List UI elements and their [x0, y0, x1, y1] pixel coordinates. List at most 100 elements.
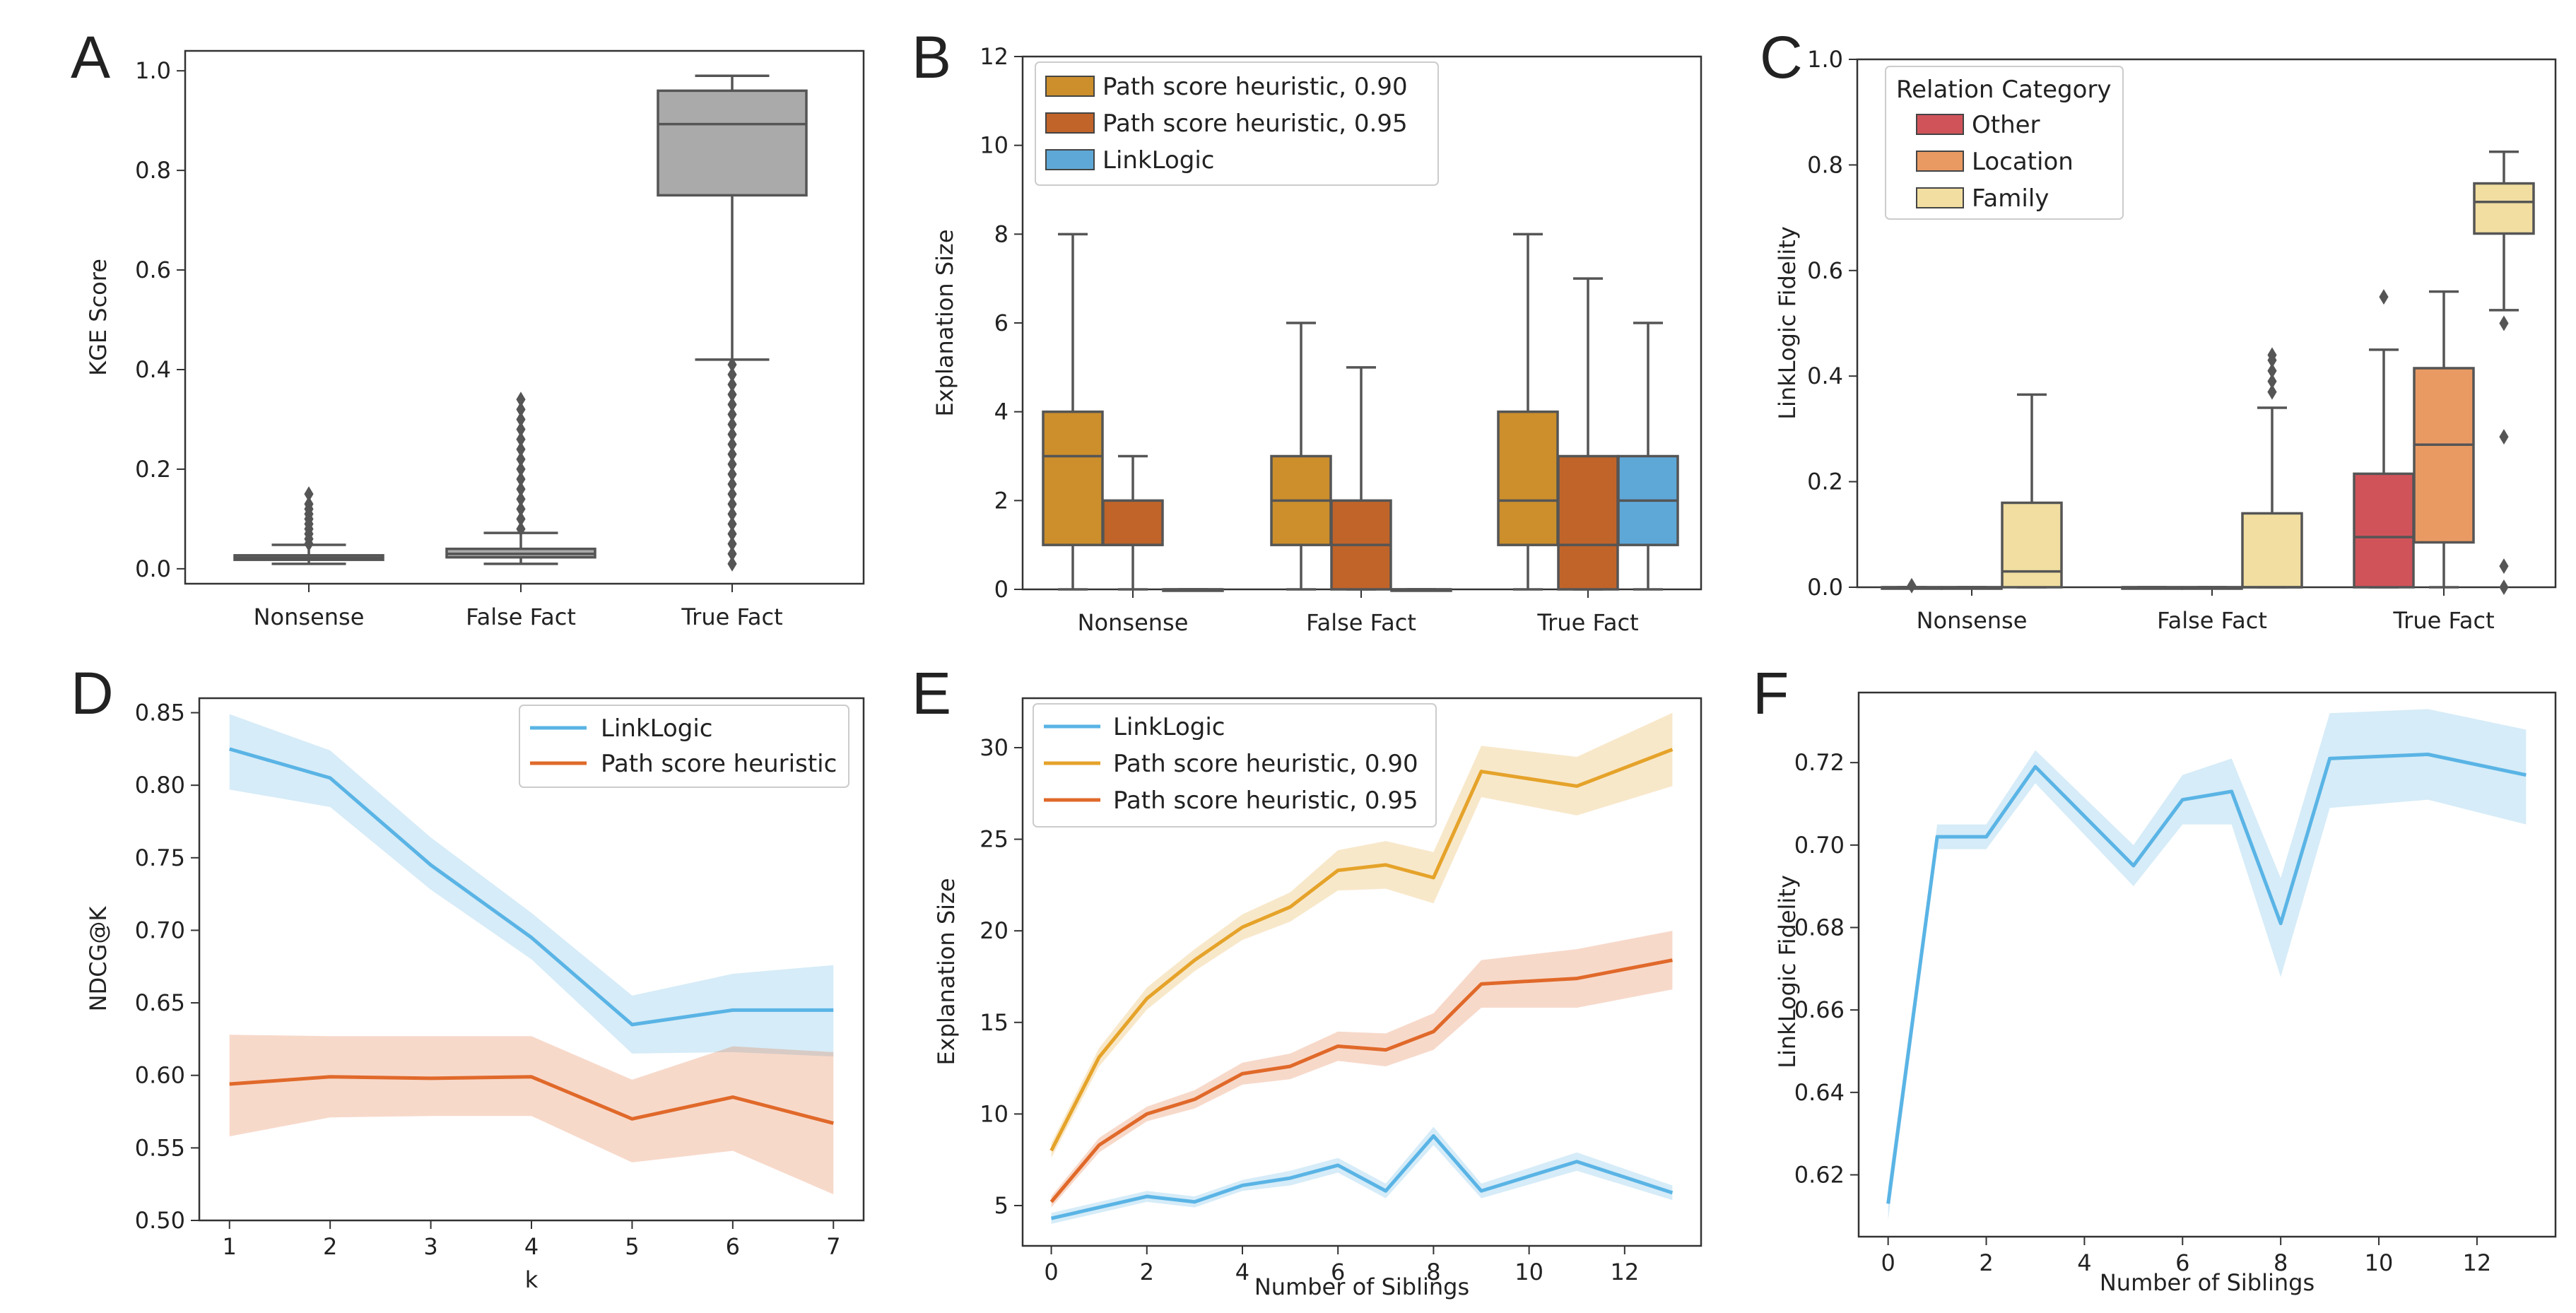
- ytick-label: 15: [980, 1009, 1008, 1036]
- legend-label-e-linklogic: LinkLogic: [1113, 713, 1225, 741]
- flier-point: [516, 491, 526, 507]
- box-iqr: [2413, 367, 2475, 544]
- series-line: [1049, 958, 1673, 1203]
- legend-label-psh95: Path score heuristic, 0.95: [1102, 110, 1408, 138]
- xtick-label: 8: [1426, 1259, 1440, 1285]
- box-iqr: [2001, 501, 2063, 589]
- flier-point: [727, 426, 737, 442]
- legend-label-d-psh: Path score heuristic: [601, 750, 837, 778]
- flier-point: [727, 476, 737, 493]
- panel-d-legend-box: [519, 705, 849, 788]
- box-iqr: [2353, 472, 2415, 589]
- panel-d-letter: D: [71, 660, 114, 726]
- flier-point: [727, 446, 737, 462]
- panel-e-xlabel: Number of Siblings: [1254, 1273, 1469, 1300]
- ytick-label: 0.0: [1807, 574, 1843, 601]
- xtick-label: 6: [2175, 1249, 2189, 1276]
- flier-point: [727, 526, 737, 542]
- panel-c-legend: Relation Category Other Location Family: [1885, 66, 2124, 220]
- ytick-label: 0.6: [135, 257, 171, 283]
- panel-b-xticks: Nonsense False Fact True Fact: [1078, 589, 1639, 636]
- flier-point: [2267, 347, 2277, 363]
- panel-c-boxes: [1881, 150, 2535, 595]
- flier-point: [727, 546, 737, 562]
- xtick-label: 6: [726, 1233, 740, 1260]
- xtick-label: 4: [1235, 1259, 1249, 1285]
- flier-point: [727, 456, 737, 472]
- panel-e-frame: [1021, 697, 1702, 1247]
- panel-d: D 0.50 0.55 0.60 0.65 0.70 0.75 0.80 0.85 1 2 3 4 5…: [71, 660, 865, 1293]
- panel-c-xticks: Nonsense False Fact True Fact: [1917, 587, 2495, 634]
- series-line: [229, 747, 834, 1027]
- panel-d-xlabel: k: [525, 1266, 539, 1293]
- xtick-label: Nonsense: [1078, 609, 1189, 636]
- xtick-label: Nonsense: [254, 603, 365, 630]
- xtick-label: Nonsense: [1917, 607, 2028, 634]
- ytick-label: 1.0: [1807, 46, 1843, 73]
- series-line: [1886, 753, 2527, 1204]
- panel-a-ylabel: KGE Score: [85, 259, 112, 376]
- ytick-label: 1.0: [135, 57, 171, 84]
- flier-point: [727, 387, 737, 403]
- ytick-label: 12: [980, 43, 1008, 70]
- xtick-label: 10: [2365, 1249, 2394, 1276]
- panel-f-yticks: 0.62 0.64 0.66 0.68 0.70 0.72: [1794, 749, 1859, 1189]
- xtick-label: 12: [2463, 1249, 2492, 1276]
- flier-point: [2267, 373, 2277, 389]
- ci-band: [1051, 1126, 1673, 1224]
- flier-point: [727, 406, 737, 423]
- xtick-label: 1: [223, 1233, 237, 1260]
- panel-b-ylabel: Explanation Size: [931, 229, 958, 416]
- xtick-label: 10: [1515, 1259, 1543, 1285]
- flier-point: [727, 396, 737, 413]
- ytick-label: 0.0: [135, 555, 171, 582]
- legend-swatch-location: [1916, 151, 1964, 172]
- ytick-label: 0.72: [1794, 749, 1845, 776]
- panel-f-ylabel: LinkLogic Fidelity: [1774, 875, 1801, 1068]
- ytick-label: 30: [980, 734, 1008, 761]
- panel-c-letter: C: [1760, 24, 1803, 90]
- panel-f-xticks: 0 2 4 6 8 10 12: [1881, 1237, 2491, 1276]
- legend-label-other: Other: [1972, 111, 2040, 139]
- flier-point: [727, 367, 737, 383]
- box-iqr: [2241, 512, 2303, 589]
- panel-e-ylabel: Explanation Size: [933, 878, 960, 1065]
- panel-e-yticks: 5 10 15 20 25 30: [980, 734, 1023, 1219]
- panel-c-yticks: 0.0 0.2 0.4 0.6 0.8 1.0: [1807, 46, 1857, 601]
- xtick-label: True Fact: [681, 603, 782, 630]
- ytick-label: 0.55: [135, 1134, 185, 1161]
- box-iqr: [1102, 499, 1164, 546]
- flier-point: [516, 401, 526, 418]
- ytick-label: 0.60: [135, 1062, 185, 1089]
- ytick-label: 0.66: [1794, 996, 1845, 1023]
- xtick-label: True Fact: [1536, 609, 1638, 636]
- ytick-label: 0.64: [1794, 1079, 1845, 1106]
- panel-c: C 0.0 0.2 0.4 0.6 0.8 1.0 Nonsense False Fact T…: [1760, 24, 2557, 634]
- ytick-label: 2: [994, 487, 1008, 514]
- panel-b-letter: B: [912, 24, 951, 90]
- flier-point: [516, 481, 526, 497]
- panel-a-yticks: 0.0 0.2 0.4 0.6 0.8 1.0: [135, 57, 185, 582]
- legend-label-linklogic: LinkLogic: [1102, 146, 1215, 175]
- ytick-label: 10: [980, 132, 1008, 159]
- ytick-label: 0.68: [1794, 914, 1845, 941]
- xtick-label: 0: [1044, 1259, 1058, 1285]
- flier-point: [516, 431, 526, 447]
- xtick-label: 6: [1331, 1259, 1345, 1285]
- panel-b-yticks: 0 2 4 6 8 10 12: [980, 43, 1023, 603]
- panel-e: E 5 10 15 20 25 30 0 2 4 6 8 10 12 Explanation Size…: [912, 660, 1702, 1300]
- ytick-label: 0.65: [135, 989, 185, 1016]
- flier-point: [304, 496, 314, 512]
- panel-c-ylabel: LinkLogic Fidelity: [1774, 226, 1801, 420]
- xtick-label: True Fact: [2392, 607, 2494, 634]
- panel-a-frame: [184, 49, 865, 585]
- xtick-label: False Fact: [2157, 607, 2267, 634]
- flier-point: [727, 416, 737, 432]
- ci-band: [229, 1035, 834, 1195]
- legend-label-e-psh95: Path score heuristic, 0.95: [1113, 787, 1418, 815]
- xtick-label: 7: [826, 1233, 840, 1260]
- flier-point: [304, 486, 314, 502]
- panel-f-letter: F: [1753, 660, 1789, 726]
